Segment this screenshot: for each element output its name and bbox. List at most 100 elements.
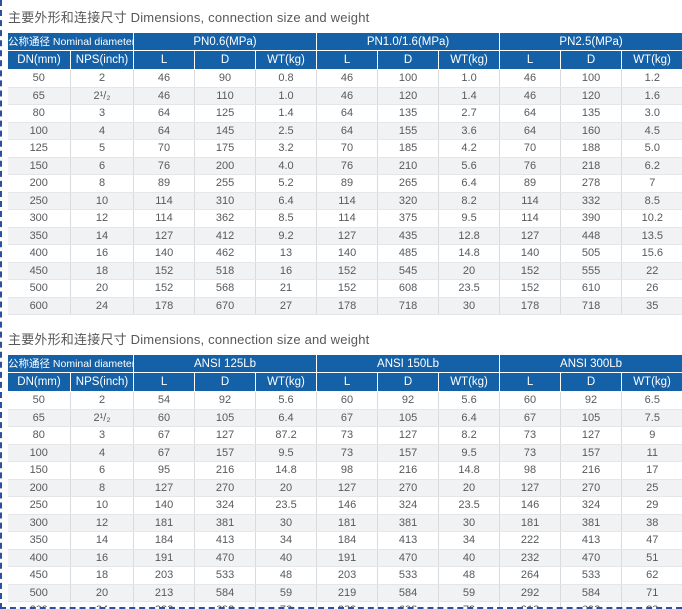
cell: 100 (560, 69, 623, 88)
cell: 584 (377, 584, 440, 602)
cell: 14.8 (438, 461, 501, 480)
cell: 67 (499, 409, 562, 427)
cell: 255 (194, 174, 257, 193)
cell: 87.2 (255, 426, 318, 445)
cell: 400 (7, 244, 71, 263)
cell: 600 (7, 297, 71, 315)
cell: 4 (70, 122, 135, 140)
cell: 50 (7, 391, 71, 410)
cell: 120 (560, 87, 623, 105)
group-header-ansi150: ANSI 150Lb (316, 354, 501, 373)
cell: 5.0 (621, 139, 682, 158)
cell: 20 (70, 584, 135, 602)
cell: 18 (70, 262, 135, 280)
cell: 40 (255, 549, 318, 567)
table-row: 80 3 64 125 1.4 64 135 2.7 64 135 3.0 (7, 104, 682, 123)
cell: 48 (438, 566, 501, 585)
cell: 100 (377, 69, 440, 88)
cell: 250 (7, 192, 71, 210)
cell: 10.2 (621, 209, 682, 228)
cell: 30 (438, 514, 501, 532)
cell: 555 (560, 262, 623, 280)
table-row: 300 12 114 362 8.5 114 375 9.5 114 390 10.2 (7, 209, 682, 228)
cell: 6.4 (255, 192, 318, 210)
cell: 470 (194, 549, 257, 567)
table-row: 600 24 178 670 27 178 718 30 178 718 35 (7, 297, 682, 315)
cell: 29 (621, 496, 682, 515)
cell: 310 (194, 192, 257, 210)
cell: 2¹/₂ (70, 87, 135, 105)
cell: 67 (133, 444, 196, 462)
cell: 73 (316, 444, 379, 462)
cell: 140 (316, 244, 379, 263)
cell: 222 (133, 601, 196, 607)
table-body-pn: 50 2 46 90 0.8 46 100 1.0 46 100 1.2 65 2¹/₂ 46 110 1.0… (7, 69, 682, 315)
cell: 181 (133, 514, 196, 532)
cell: 16 (70, 549, 135, 567)
cell: 545 (377, 262, 440, 280)
cell: 610 (560, 279, 623, 298)
cell: 265 (377, 174, 440, 193)
cell: 292 (499, 584, 562, 602)
cell: 448 (560, 227, 623, 245)
cell: 89 (499, 174, 562, 193)
cell: 200 (7, 174, 71, 193)
cell: 14 (70, 227, 135, 245)
cell: 222 (499, 531, 562, 550)
cell: 390 (560, 209, 623, 228)
table-row: 300 12 181 381 30 181 381 30 181 381 38 (7, 514, 682, 532)
cell: 25 (621, 479, 682, 497)
cell: 6 (70, 157, 135, 175)
table-row: 60024222692782226927831869283 (7, 601, 682, 607)
table-row: 500 20 152 568 21 152 608 23.5 152 610 26 (7, 279, 682, 298)
cell: 105 (377, 409, 440, 427)
cell: 59 (255, 584, 318, 602)
cell: 8.2 (438, 192, 501, 210)
cell: 181 (316, 514, 379, 532)
cell: 26 (621, 279, 682, 298)
col-header-nps: NPS(inch) (69, 50, 135, 70)
col-header-wt: WT(kg) (621, 372, 682, 392)
group-header-pn25: PN2.5(MPa) (499, 32, 682, 51)
cell: 152 (499, 279, 562, 298)
cell: 1.2 (621, 69, 682, 88)
table-row: 500 20 213 584 59 219 584 59 292 584 71 (7, 584, 682, 602)
cell: 6.5 (621, 391, 682, 410)
cell: 152 (316, 279, 379, 298)
cell: 18 (70, 566, 135, 585)
cell: 350 (7, 531, 71, 550)
cell: 62 (621, 566, 682, 585)
cell: 140 (133, 496, 196, 515)
cell: 76 (499, 157, 562, 175)
cell: 51 (621, 549, 682, 567)
cell: 6.4 (438, 409, 501, 427)
cell: 46 (316, 69, 379, 88)
cell: 95 (133, 461, 196, 480)
cell: 155 (377, 122, 440, 140)
cell: 191 (316, 549, 379, 567)
table-header: 公称通径 Nominal diameter PN0.6(MPa) PN1.0/1… (6, 32, 682, 70)
cell: 14 (70, 531, 135, 550)
cell: 718 (560, 297, 623, 315)
col-header-wt: WT(kg) (255, 372, 318, 392)
cell: 114 (133, 192, 196, 210)
cell: 6.4 (255, 409, 318, 427)
cell: 157 (194, 444, 257, 462)
cell: 200 (7, 479, 71, 497)
cell: 24 (70, 297, 135, 315)
cell: 135 (560, 104, 623, 123)
cell: 264 (499, 566, 562, 585)
col-header-l: L (133, 372, 196, 392)
cell: 120 (377, 87, 440, 105)
cell: 175 (194, 139, 257, 158)
cell: 413 (560, 531, 623, 550)
cell: 203 (316, 566, 379, 585)
col-header-d: D (377, 372, 440, 392)
table-row: 450 18 152 518 16 152 545 20 152 555 22 (7, 262, 682, 280)
col-header-l: L (316, 50, 379, 70)
cell: 178 (316, 297, 379, 315)
cell: 40 (438, 549, 501, 567)
cell: 78 (255, 601, 318, 607)
cell: 1.6 (621, 87, 682, 105)
